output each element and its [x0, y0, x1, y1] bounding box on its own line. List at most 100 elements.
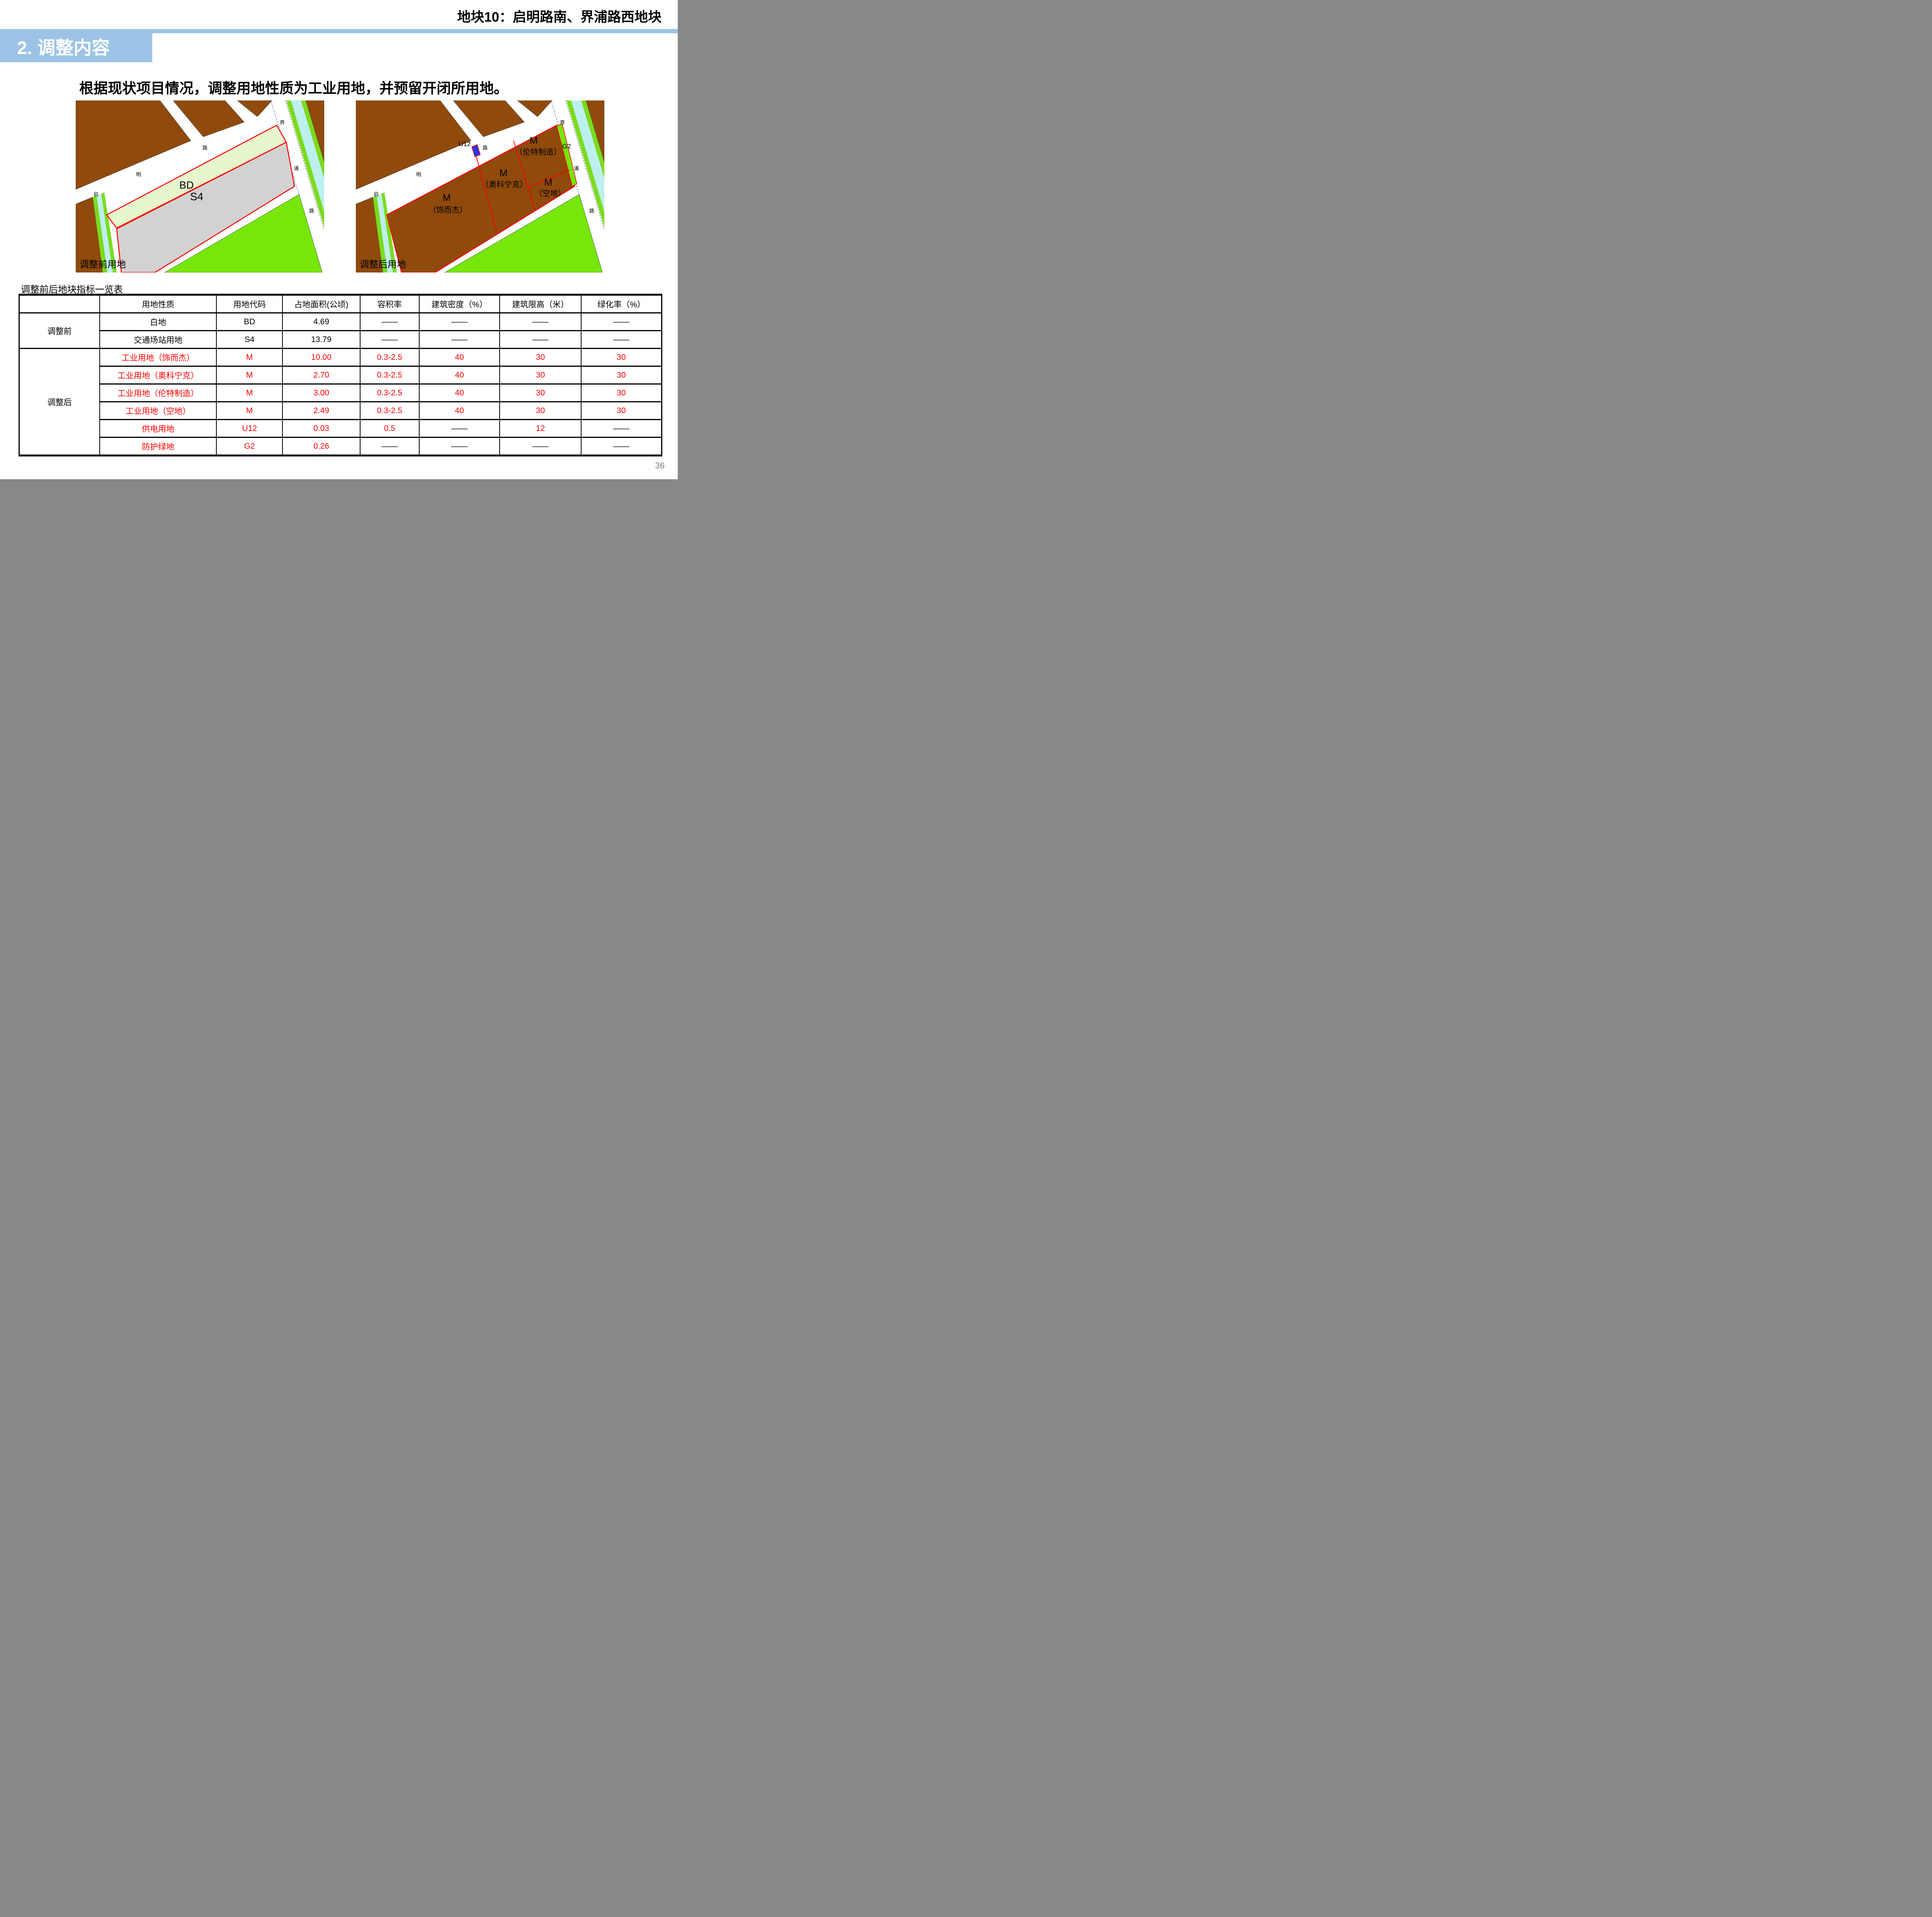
table-cell: M [216, 348, 283, 367]
road-label: 明 [136, 172, 141, 177]
parcel-label-m-sub: （空地） [535, 189, 566, 198]
table-cell: —— [580, 437, 662, 456]
canal-green-strip [381, 192, 397, 272]
table-row: 调整后 工业用地（饰而杰） M 10.00 0.3-2.5 40 30 30 [19, 348, 662, 456]
table-cell: —— [359, 437, 420, 456]
table-cell: 30 [499, 366, 582, 385]
table-cell: —— [580, 419, 662, 438]
parcel-label-g2: G2 [562, 143, 571, 150]
table-header-cell: 占地面积(公顷) [282, 294, 361, 313]
parcel-division [476, 157, 498, 235]
table-cell: 0.3-2.5 [359, 366, 420, 385]
table-row: 供电用地 U12 0.03 0.5 —— 12 —— [19, 419, 662, 438]
table-cell: —— [418, 437, 500, 456]
canal-green-strip [373, 196, 388, 272]
table-cell: 40 [418, 348, 500, 367]
table-cell: 30 [499, 401, 582, 420]
intro-text: 根据现状项目情况，调整用地性质为工业用地，并预留开闭所用地。 [79, 80, 508, 96]
parcel-division [527, 170, 570, 187]
plot-title: 地块10：启明路南、界浦路西地块 [457, 10, 662, 25]
parcel-label-u12: U12 [459, 140, 471, 148]
table-cell: —— [359, 312, 420, 331]
canal-water [571, 100, 604, 212]
table-cell: BD [216, 312, 283, 331]
road-label: 启 [94, 191, 99, 197]
map-parcel [173, 100, 245, 137]
table-cell: —— [499, 312, 582, 331]
table-row: 工业用地（空地） M 2.49 0.3-2.5 40 30 30 [19, 401, 662, 420]
canal-green-strip [566, 100, 604, 227]
table-cell: 30 [580, 348, 662, 367]
table-cell: 0.03 [282, 419, 361, 438]
map-parcel [356, 100, 471, 190]
table-cell: 4.69 [282, 312, 361, 331]
table-cell: 0.3-2.5 [359, 348, 420, 367]
table-header-row: 用地性质 用地代码 占地面积(公顷) 容积率 建筑密度（%） 建筑限高（米） 绿化率（%） [19, 294, 662, 313]
road-label: 浦 [294, 165, 299, 171]
parcel-label-m: M [500, 168, 508, 179]
table-cell: —— [418, 419, 500, 438]
table-row: 工业用地（奥科宁克） M 2.70 0.3-2.5 40 30 30 [19, 366, 662, 385]
table-cell: 30 [580, 383, 662, 402]
table-cell: 0.5 [359, 419, 420, 438]
table-cell: —— [418, 312, 500, 331]
map-before-svg: 启 明 路 界 浦 路 BD S4 调整前用地 [76, 100, 324, 272]
table-cell: 工业用地（饰而杰） [99, 348, 217, 367]
canal-water [377, 194, 393, 272]
table-cell: 供电用地 [99, 419, 217, 438]
table-cell: M [216, 401, 283, 420]
table-cell: —— [418, 330, 500, 349]
road-label: 路 [202, 145, 207, 151]
road-label: 界 [560, 120, 565, 126]
table-cell: 0.26 [282, 437, 361, 456]
map-parcel [585, 100, 604, 163]
table-header-cell: 用地代码 [216, 294, 283, 313]
map-parcel [356, 197, 383, 272]
map-parcel [76, 100, 191, 190]
road-label: 浦 [574, 165, 579, 171]
table-cell: 3.00 [282, 383, 361, 402]
parcel-label-bd: BD [179, 179, 194, 191]
road-edge [565, 100, 604, 230]
table-cell: 40 [418, 383, 500, 402]
map-caption: 调整前用地 [80, 259, 126, 270]
table-cell: 10.00 [282, 348, 361, 367]
road-label: 路 [589, 208, 594, 214]
table-header-cell: 容积率 [359, 294, 420, 313]
road-label: 路 [309, 208, 314, 214]
canal-water [97, 194, 113, 272]
canal-jiepu [286, 100, 324, 227]
map-parcel [76, 197, 103, 272]
slide: 地块10：启明路南、界浦路西地块 2. 调整内容 根据现状项目情况，调整用地性质… [0, 0, 678, 479]
map-parcel [237, 100, 272, 117]
parcel-label-m: M [530, 135, 538, 146]
table-cell: 工业用地（空地） [99, 401, 217, 420]
road-edge [285, 100, 324, 230]
table-cell: 工业用地（奥科宁克） [99, 366, 217, 385]
road-label: 明 [416, 172, 421, 177]
table-header-cell: 建筑限高（米） [499, 294, 582, 313]
indicator-table: 用地性质 用地代码 占地面积(公顷) 容积率 建筑密度（%） 建筑限高（米） 绿化率（%）调… [19, 294, 662, 456]
table-cell: M [216, 383, 283, 402]
table-row: 调整前 白地 BD 4.69 —— —— —— —— [19, 312, 662, 349]
table-cell: —— [359, 330, 420, 349]
parcel-label-m: M [544, 177, 553, 188]
table-cell: M [216, 366, 283, 385]
canal-left [373, 192, 397, 272]
table-header-cell: 用地性质 [99, 294, 217, 313]
accent-line [0, 29, 678, 33]
map-after-svg: 启 明 路 界 浦 路 U12 G2 M （伦特制造） M （奥科宁克） M （… [356, 100, 604, 272]
table-row: 工业用地（伦特制造） M 3.00 0.3-2.5 40 30 30 [19, 383, 662, 402]
table-cell: 交通场站用地 [99, 330, 217, 349]
parcel-u12 [471, 144, 481, 158]
table-cell: 0.3-2.5 [359, 383, 420, 402]
canal-green-strip [93, 196, 107, 272]
canal-green-strip [101, 192, 117, 272]
parcel-division [513, 140, 536, 211]
map-caption: 调整后用地 [360, 259, 406, 270]
table-cell: 防护绿地 [99, 437, 217, 456]
parcel-s4 [116, 141, 295, 272]
table-cell: —— [499, 437, 582, 456]
canal-water [291, 100, 324, 212]
parcel-label-s4: S4 [190, 191, 203, 203]
